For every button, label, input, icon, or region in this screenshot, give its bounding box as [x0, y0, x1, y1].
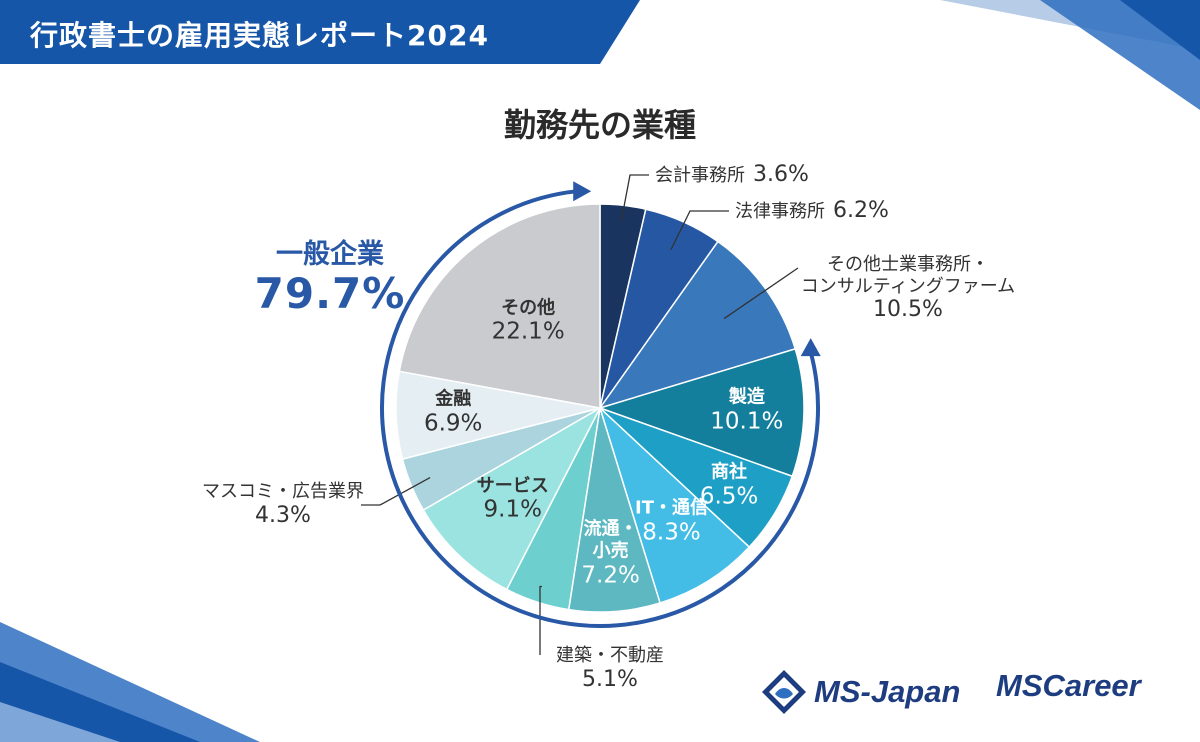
slice-name-7: 建築・不動産 — [556, 645, 664, 667]
slice-label-10: 金融 6.9% — [424, 389, 482, 438]
slice-value-10: 6.9% — [423, 410, 483, 437]
ms-career-logo: MSCareer — [996, 668, 1141, 704]
slice-value-6: 7.2% — [581, 562, 640, 589]
slice-value-8: 9.1% — [483, 496, 542, 523]
slice-label-7: 建築・不動産 5.1% — [556, 645, 664, 693]
slice-name-11: その他 — [501, 297, 556, 319]
leader-line-2 — [723, 267, 799, 320]
slice-value-5: 8.3% — [642, 519, 701, 546]
slice-name-2: その他士業事務所・ コンサルティングファーム — [800, 254, 1016, 297]
slice-value-3: 10.1% — [710, 408, 784, 435]
corner-decoration-top-right — [940, 0, 1200, 110]
slice-name-4: 商社 — [711, 461, 748, 483]
pie-slice-3 — [597, 347, 805, 478]
slice-name-8: サービス — [476, 474, 549, 496]
leader-line-1 — [670, 210, 729, 251]
slice-value-2: 10.5% — [873, 297, 943, 323]
slice-label-9: マスコミ・広告業界 4.3% — [202, 481, 364, 529]
group-arrow-top — [573, 181, 592, 202]
chart-title: 勤務先の業種 — [503, 106, 696, 144]
slice-label-0: 会計事務所 3.6% — [655, 162, 809, 188]
slice-value-1: 6.2% — [833, 197, 889, 223]
ms-career-text: MSCareer — [996, 668, 1141, 703]
slice-value-0: 3.6% — [753, 161, 809, 187]
slice-value-4: 6.5% — [699, 483, 759, 510]
ms-japan-diamond-icon — [762, 670, 806, 714]
header-banner — [0, 0, 640, 64]
slice-name-1: 法律事務所 — [735, 200, 825, 222]
ms-japan-logo: MS-Japan — [760, 668, 960, 716]
pie-slice-8 — [422, 406, 602, 591]
slice-label-5: IT・通信 8.3% — [635, 497, 708, 546]
leader-line-7 — [539, 585, 542, 655]
corner-decoration-bottom-left — [0, 622, 260, 742]
slice-value-9: 4.3% — [255, 502, 311, 528]
slice-label-4: 商社 6.5% — [700, 462, 758, 511]
slice-value-11: 22.1% — [491, 318, 565, 345]
slice-name-10: 金融 — [435, 388, 472, 410]
slice-name-0: 会計事務所 — [655, 164, 745, 186]
pie-slice-2 — [598, 240, 797, 410]
general-company-annotation: 一般企業 79.7% — [255, 232, 406, 318]
ms-japan-text: MS-Japan — [814, 674, 961, 709]
leader-line-9 — [361, 476, 431, 506]
slice-name-3: 製造 — [728, 386, 765, 408]
slice-name-6: 流通・ 小売 — [583, 519, 638, 562]
slice-label-3: 製造 10.1% — [710, 387, 783, 436]
leader-line-0 — [620, 174, 649, 222]
report-title: 行政書士の雇用実態レポート2024 — [30, 19, 489, 52]
slice-name-5: IT・通信 — [634, 497, 708, 519]
group-name: 一般企業 — [276, 239, 384, 270]
pie-slice-11 — [398, 203, 601, 409]
group-arrow-start — [800, 338, 821, 357]
group-arc — [380, 189, 820, 628]
slice-label-11: その他 22.1% — [492, 297, 565, 346]
slice-name-9: マスコミ・広告業界 — [202, 481, 364, 503]
group-value: 79.7% — [254, 269, 406, 318]
slice-value-7: 5.1% — [582, 666, 638, 692]
slice-label-1: 法律事務所 6.2% — [735, 198, 889, 224]
slice-label-2: その他士業事務所・ コンサルティングファーム 10.5% — [801, 254, 1015, 324]
slice-label-6: 流通・ 小売 7.2% — [581, 519, 639, 590]
pie-slice-5 — [598, 405, 751, 604]
slice-label-8: サービス 9.1% — [477, 475, 549, 524]
